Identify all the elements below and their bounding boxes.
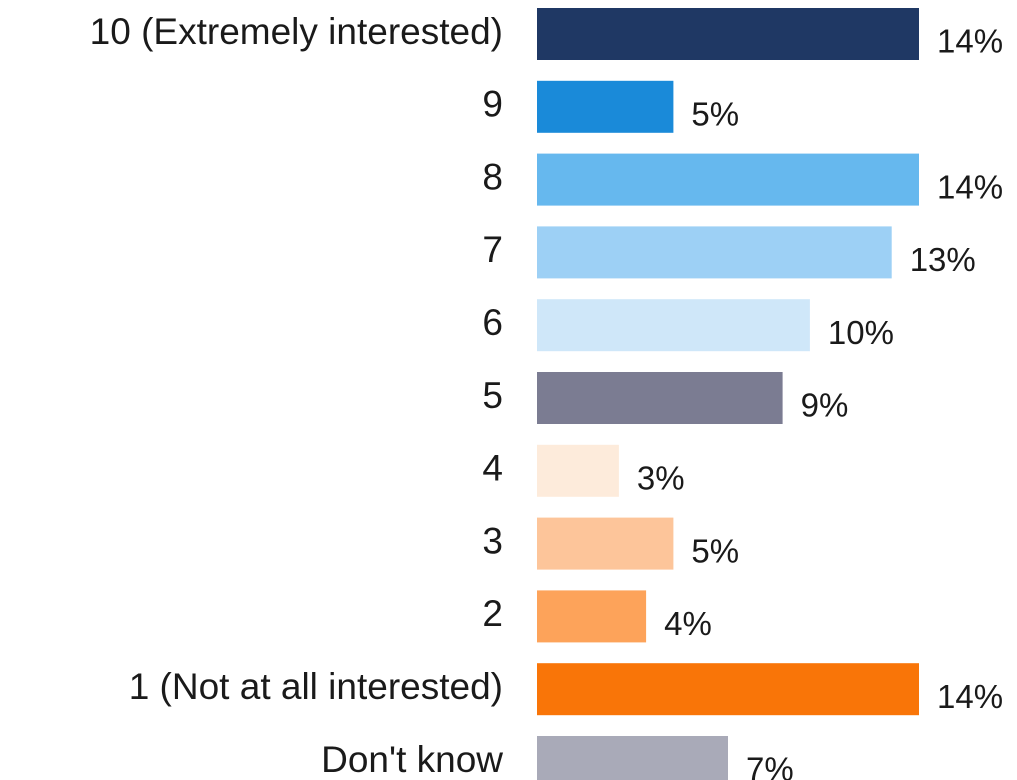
data-label: 7% xyxy=(746,751,794,780)
bar xyxy=(537,153,919,206)
bar xyxy=(537,590,647,643)
category-label: 3 xyxy=(482,520,503,561)
category-labels: 10 (Extremely interested) 9 8 7 6 5 4 3 2 1 (Not … xyxy=(90,11,504,780)
data-label: 5% xyxy=(691,532,739,569)
bar xyxy=(537,226,892,279)
category-label: 10 (Extremely interested) xyxy=(90,11,503,52)
bar xyxy=(537,663,919,716)
bar xyxy=(537,444,619,497)
category-label: 8 xyxy=(482,156,503,197)
category-label: 9 xyxy=(482,84,503,125)
category-label: 6 xyxy=(482,302,503,343)
bars xyxy=(537,8,919,780)
bar xyxy=(537,372,783,424)
category-label: 7 xyxy=(482,229,503,270)
data-label: 5% xyxy=(691,96,739,133)
bar xyxy=(537,299,810,352)
data-label: 10% xyxy=(828,314,894,351)
data-label: 14% xyxy=(937,23,1003,60)
value-labels: 14%5%14%13%10%9%3%5%4%14%7% xyxy=(637,23,1003,780)
data-label: 3% xyxy=(637,460,685,497)
data-label: 4% xyxy=(664,605,712,642)
category-label: 1 (Not at all interested) xyxy=(129,666,503,707)
category-label: 5 xyxy=(482,375,503,416)
category-label: Don't know xyxy=(321,739,503,780)
bar xyxy=(537,80,674,133)
data-label: 14% xyxy=(937,678,1003,715)
bar xyxy=(537,8,919,60)
category-label: 4 xyxy=(482,448,503,489)
data-label: 14% xyxy=(937,168,1003,205)
data-label: 9% xyxy=(801,387,849,424)
bar xyxy=(537,517,674,570)
data-label: 13% xyxy=(910,241,976,278)
bar xyxy=(537,736,728,780)
category-label: 2 xyxy=(482,593,503,634)
